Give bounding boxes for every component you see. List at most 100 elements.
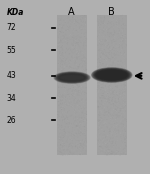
Point (67, 128, 69, 130)
Point (108, 59, 110, 62)
Point (99, 26, 101, 29)
Point (79, 146, 81, 149)
Point (63, 96, 66, 99)
Point (98, 128, 101, 130)
Point (114, 142, 117, 145)
Point (101, 64, 103, 66)
Point (85, 145, 87, 148)
Point (70, 106, 73, 109)
Point (63, 120, 66, 123)
Point (84, 119, 87, 122)
Point (65, 97, 67, 99)
Point (81, 143, 83, 145)
Point (84, 149, 87, 152)
Point (111, 152, 113, 155)
Point (124, 130, 127, 133)
Point (75, 105, 77, 107)
Point (85, 73, 87, 76)
Point (115, 98, 118, 101)
Point (111, 25, 113, 28)
Point (118, 29, 121, 31)
Point (73, 150, 75, 153)
Point (113, 41, 115, 44)
Point (85, 19, 87, 22)
Point (125, 151, 128, 154)
Point (84, 75, 86, 77)
Point (115, 123, 118, 126)
Point (117, 100, 120, 103)
Point (118, 26, 121, 29)
Point (97, 72, 99, 74)
Point (62, 52, 64, 54)
Point (97, 151, 99, 154)
Point (70, 95, 72, 98)
Point (70, 54, 73, 57)
Point (81, 34, 83, 36)
Point (104, 130, 106, 133)
Point (119, 110, 121, 113)
Point (60, 151, 62, 154)
Point (106, 78, 109, 81)
Point (102, 51, 104, 54)
Point (119, 32, 122, 35)
Point (117, 19, 119, 22)
Point (61, 116, 63, 118)
Point (102, 89, 104, 92)
Point (114, 140, 116, 143)
Point (81, 152, 84, 155)
Point (73, 17, 76, 20)
Point (100, 110, 103, 113)
Point (82, 120, 84, 123)
Point (114, 108, 117, 110)
Point (114, 124, 117, 127)
Point (59, 125, 61, 128)
Point (57, 81, 60, 83)
Point (82, 75, 84, 78)
Point (108, 46, 111, 49)
Point (79, 69, 82, 72)
Point (101, 52, 103, 54)
Point (97, 75, 99, 77)
Point (116, 131, 118, 134)
Point (68, 41, 71, 44)
Point (123, 50, 126, 52)
Point (105, 31, 108, 34)
Point (65, 115, 68, 118)
Point (121, 148, 123, 151)
Point (69, 74, 71, 77)
Point (83, 32, 86, 35)
Point (70, 128, 73, 130)
Point (116, 99, 118, 102)
Point (119, 111, 122, 114)
Point (108, 71, 110, 74)
Point (82, 54, 85, 57)
Point (58, 31, 61, 34)
Point (82, 112, 84, 115)
Point (112, 67, 114, 70)
Point (123, 146, 125, 148)
Point (82, 102, 84, 105)
Point (65, 57, 67, 60)
Point (105, 69, 108, 71)
Point (75, 19, 77, 22)
Point (61, 145, 63, 147)
Point (60, 76, 63, 78)
Point (97, 130, 99, 133)
Point (104, 154, 106, 157)
Point (85, 137, 87, 139)
Point (104, 39, 107, 42)
Point (111, 123, 113, 126)
Point (57, 27, 60, 30)
Point (124, 138, 126, 140)
Point (105, 56, 108, 59)
Point (107, 21, 109, 24)
Point (71, 98, 73, 101)
Point (70, 75, 73, 78)
Point (102, 94, 105, 97)
Point (107, 106, 109, 109)
Point (97, 84, 99, 86)
Point (98, 119, 100, 122)
Point (101, 120, 104, 122)
Point (103, 101, 106, 104)
Point (81, 50, 84, 53)
